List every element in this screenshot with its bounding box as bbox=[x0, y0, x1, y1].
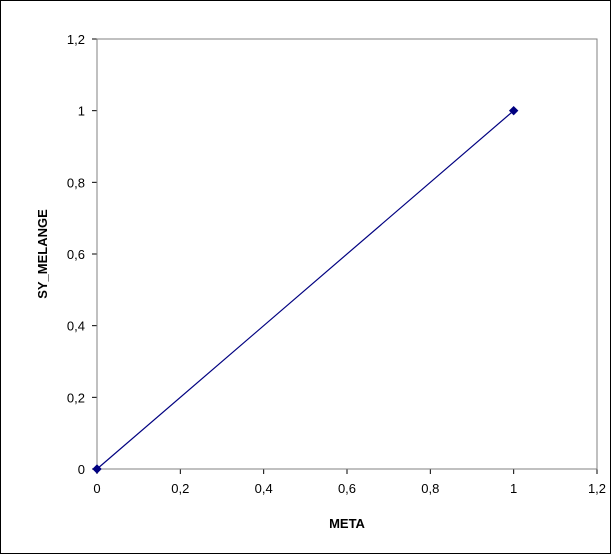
series-line bbox=[96, 110, 515, 470]
x-tick-label: 1 bbox=[510, 481, 517, 496]
series-layer bbox=[92, 105, 519, 474]
x-tick-label: 0 bbox=[93, 481, 100, 496]
y-tick-label: 1 bbox=[78, 104, 85, 119]
x-tick-label: 1,2 bbox=[588, 481, 606, 496]
y-tick-label: 0,2 bbox=[67, 390, 85, 405]
data-point-marker bbox=[508, 105, 519, 116]
data-point-marker bbox=[92, 464, 102, 474]
x-tick-label: 0,6 bbox=[338, 481, 356, 496]
ticks-layer: 0 0,2 0,4 0,6 0,8 1 1,2 0 0,2 0,4 0,6 0,8 1 1,2 bbox=[67, 32, 606, 496]
x-axis-title: META bbox=[329, 516, 365, 531]
x-tick-label: 0,8 bbox=[421, 481, 439, 496]
y-tick-label: 1,2 bbox=[67, 32, 85, 47]
plot-area bbox=[96, 38, 598, 470]
y-tick-label: 0,4 bbox=[67, 319, 85, 334]
y-tick-label: 0,6 bbox=[67, 247, 85, 262]
y-tick-label: 0 bbox=[78, 462, 85, 477]
x-tick-label: 0,2 bbox=[171, 481, 189, 496]
y-axis-title: SY_MELANGE bbox=[35, 209, 50, 299]
x-tick-label: 0,4 bbox=[255, 481, 273, 496]
y-tick-label: 0,8 bbox=[67, 175, 85, 190]
